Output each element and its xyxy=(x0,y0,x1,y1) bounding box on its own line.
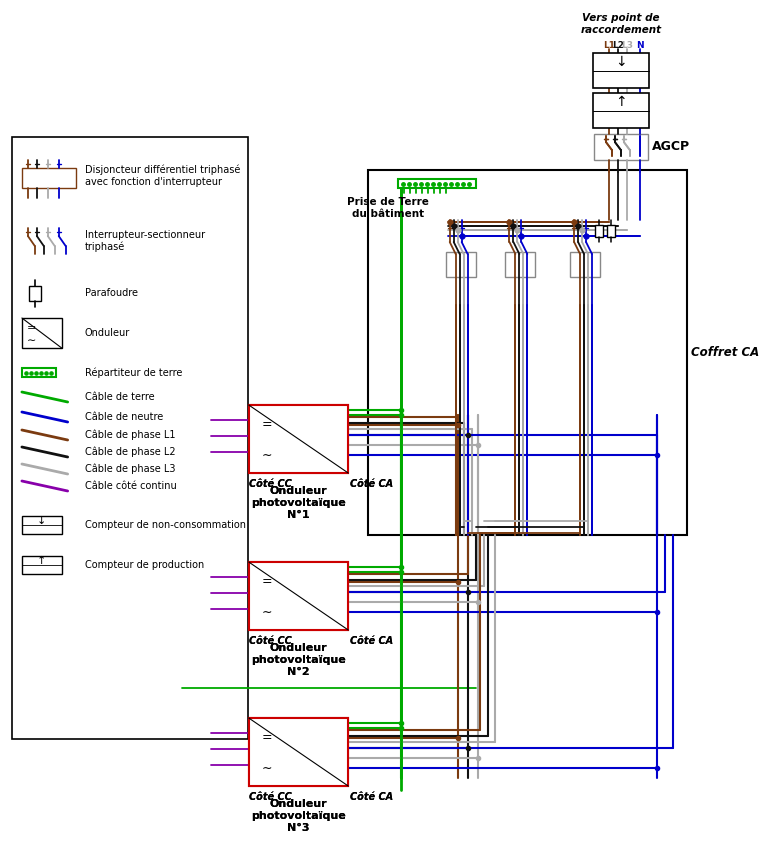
Text: Côté CC: Côté CC xyxy=(249,636,292,646)
Bar xyxy=(506,252,535,277)
Bar xyxy=(249,562,349,630)
Text: =: = xyxy=(27,323,37,333)
Text: ∼: ∼ xyxy=(261,448,272,461)
Text: Coffret CA: Coffret CA xyxy=(692,346,760,359)
Text: ∼: ∼ xyxy=(261,606,272,619)
Text: Compteur de production: Compteur de production xyxy=(85,560,204,570)
Text: ∼: ∼ xyxy=(261,448,272,461)
Text: ∼: ∼ xyxy=(261,761,272,774)
Text: ↓: ↓ xyxy=(37,516,47,526)
Bar xyxy=(398,179,475,188)
Text: Onduleur
photovoltaïque
N°2: Onduleur photovoltaïque N°2 xyxy=(251,644,346,677)
Bar xyxy=(22,368,56,377)
Bar xyxy=(22,318,61,348)
Text: Câble de neutre: Câble de neutre xyxy=(85,412,163,422)
Text: N: N xyxy=(636,41,643,50)
Bar xyxy=(593,53,649,88)
Text: ↑: ↑ xyxy=(615,95,626,110)
Text: Onduleur: Onduleur xyxy=(85,328,130,338)
Bar xyxy=(594,134,648,160)
Text: Vers point de
raccordement: Vers point de raccordement xyxy=(580,13,661,35)
Text: Onduleur
photovoltaïque
N°1: Onduleur photovoltaïque N°1 xyxy=(251,486,346,519)
Bar xyxy=(595,225,603,237)
Bar xyxy=(22,168,75,188)
Text: Parafoudre: Parafoudre xyxy=(85,288,138,298)
Text: Onduleur
photovoltaïque
N°3: Onduleur photovoltaïque N°3 xyxy=(251,799,346,833)
Text: =: = xyxy=(261,575,272,588)
Text: Câble de phase L1: Câble de phase L1 xyxy=(85,429,175,441)
Text: ∼: ∼ xyxy=(261,761,272,774)
Text: ↑: ↑ xyxy=(37,556,47,566)
Bar xyxy=(570,252,600,277)
Text: Côté CA: Côté CA xyxy=(350,479,394,489)
Text: ∼: ∼ xyxy=(261,606,272,619)
Text: Côté CC: Côté CC xyxy=(249,636,292,646)
Bar xyxy=(29,286,40,301)
Text: Côté CA: Côté CA xyxy=(350,636,394,646)
Text: L3: L3 xyxy=(621,41,633,50)
Text: ∼: ∼ xyxy=(27,336,37,346)
Text: Onduleur
photovoltaïque
N°3: Onduleur photovoltaïque N°3 xyxy=(251,799,346,833)
Text: Câble de phase L2: Câble de phase L2 xyxy=(85,447,175,457)
Text: =: = xyxy=(261,418,272,431)
Text: Câble de phase L3: Câble de phase L3 xyxy=(85,464,175,474)
Text: ↓: ↓ xyxy=(615,55,626,69)
Text: AGCP: AGCP xyxy=(652,141,690,154)
Bar xyxy=(446,252,475,277)
Text: Prise de Terre
du bâtiment: Prise de Terre du bâtiment xyxy=(347,197,429,219)
Bar xyxy=(22,516,61,534)
Text: Onduleur
photovoltaïque
N°2: Onduleur photovoltaïque N°2 xyxy=(251,644,346,677)
Bar xyxy=(249,718,349,786)
Bar xyxy=(249,562,349,630)
Text: Côté CA: Côté CA xyxy=(350,479,394,489)
Bar xyxy=(368,170,686,535)
Text: Disjoncteur différentiel triphasé
avec fonction d'interrupteur: Disjoncteur différentiel triphasé avec f… xyxy=(85,165,240,187)
Text: Onduleur
photovoltaïque
N°1: Onduleur photovoltaïque N°1 xyxy=(251,486,346,519)
Text: Côté CA: Côté CA xyxy=(350,792,394,802)
Text: Répartiteur de terre: Répartiteur de terre xyxy=(85,367,182,378)
Text: Côté CC: Côté CC xyxy=(249,479,292,489)
Text: =: = xyxy=(261,418,272,431)
Text: L2: L2 xyxy=(612,41,624,50)
Bar xyxy=(12,137,247,739)
Text: Câble côté continu: Câble côté continu xyxy=(85,481,177,491)
Text: Côté CC: Côté CC xyxy=(249,792,292,802)
Text: Interrupteur-sectionneur
triphasé: Interrupteur-sectionneur triphasé xyxy=(85,230,205,252)
Text: =: = xyxy=(261,575,272,588)
Text: Compteur de non-consommation: Compteur de non-consommation xyxy=(85,520,246,530)
Bar xyxy=(593,93,649,128)
Text: Côté CC: Côté CC xyxy=(249,479,292,489)
Text: Côté CA: Côté CA xyxy=(350,792,394,802)
Bar xyxy=(249,405,349,473)
Text: Côté CA: Côté CA xyxy=(350,636,394,646)
Text: =: = xyxy=(261,732,272,745)
Bar xyxy=(249,718,349,786)
Bar xyxy=(607,225,615,237)
Bar xyxy=(249,405,349,473)
Bar xyxy=(22,556,61,574)
Text: Câble de terre: Câble de terre xyxy=(85,392,154,402)
Text: Côté CC: Côté CC xyxy=(249,792,292,802)
Text: =: = xyxy=(261,732,272,745)
Text: L1: L1 xyxy=(603,41,615,50)
